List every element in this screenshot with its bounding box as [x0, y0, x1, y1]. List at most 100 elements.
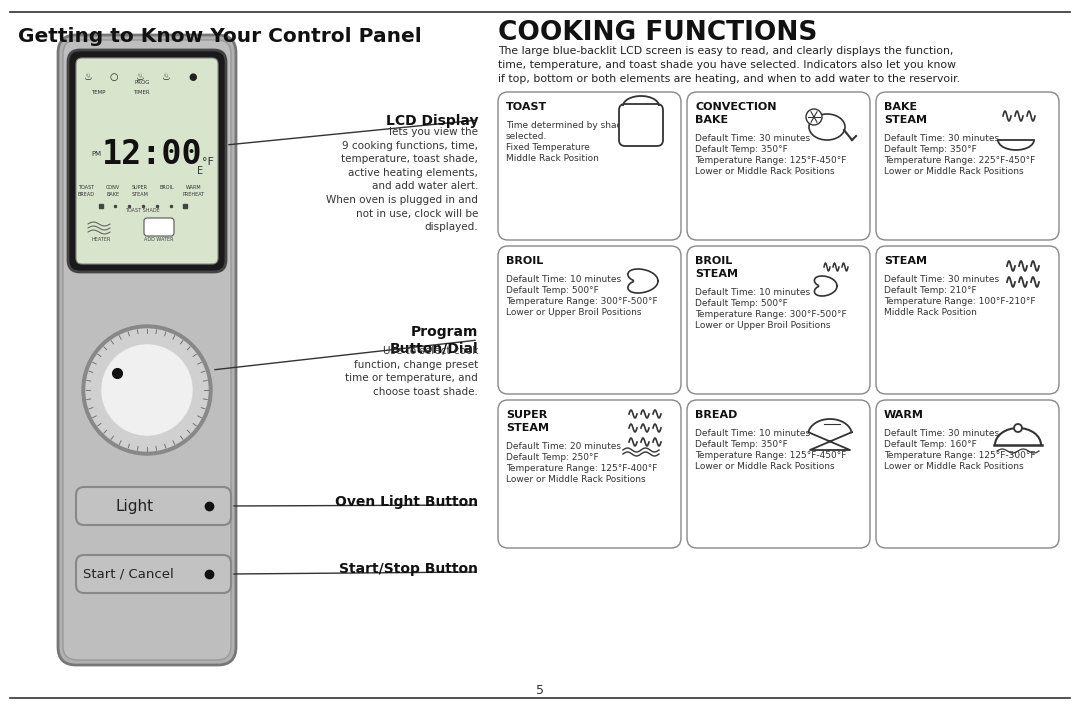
FancyBboxPatch shape: [76, 487, 231, 525]
FancyBboxPatch shape: [687, 92, 870, 240]
Polygon shape: [814, 276, 837, 296]
Text: Default Temp: 500°F: Default Temp: 500°F: [507, 286, 598, 295]
Text: PROG: PROG: [134, 80, 150, 85]
FancyBboxPatch shape: [876, 246, 1059, 394]
Text: ADD WATER: ADD WATER: [145, 237, 174, 242]
FancyBboxPatch shape: [498, 400, 681, 548]
Text: BREAD: BREAD: [696, 410, 738, 420]
Text: lets you view the
9 cooking functions, time,
temperature, toast shade,
active he: lets you view the 9 cooking functions, t…: [326, 127, 478, 232]
Text: TOAST: TOAST: [78, 185, 94, 190]
Text: BROIL: BROIL: [507, 256, 543, 266]
Text: Oven Light Button: Oven Light Button: [335, 495, 478, 509]
Text: Default Temp: 210°F: Default Temp: 210°F: [885, 286, 976, 295]
Text: Lower or Middle Rack Positions: Lower or Middle Rack Positions: [885, 167, 1024, 176]
Text: BAKE: BAKE: [107, 192, 120, 197]
Circle shape: [82, 325, 212, 455]
Text: Lower or Middle Rack Positions: Lower or Middle Rack Positions: [885, 462, 1024, 471]
Text: Default Temp: 250°F: Default Temp: 250°F: [507, 453, 598, 462]
Text: ●: ●: [188, 72, 197, 82]
Text: Lower or Middle Rack Positions: Lower or Middle Rack Positions: [507, 475, 646, 484]
Circle shape: [86, 329, 208, 451]
Text: COOKING FUNCTIONS: COOKING FUNCTIONS: [498, 20, 818, 46]
Text: Default Temp: 350°F: Default Temp: 350°F: [696, 440, 787, 449]
Text: Lower or Upper Broil Positions: Lower or Upper Broil Positions: [696, 321, 831, 330]
Text: Default Time: 30 minutes: Default Time: 30 minutes: [885, 429, 999, 438]
Text: Temperature Range: 125°F-400°F: Temperature Range: 125°F-400°F: [507, 464, 658, 473]
Text: Temperature Range: 125°F-300°F: Temperature Range: 125°F-300°F: [885, 451, 1036, 460]
FancyBboxPatch shape: [58, 35, 237, 665]
FancyBboxPatch shape: [144, 218, 174, 236]
Text: CONVECTION: CONVECTION: [696, 102, 777, 112]
Text: STEAM: STEAM: [885, 115, 927, 125]
Text: Temperature Range: 300°F-500°F: Temperature Range: 300°F-500°F: [696, 310, 847, 319]
Text: Default Time: 30 minutes: Default Time: 30 minutes: [885, 134, 999, 143]
Text: °F: °F: [202, 157, 214, 167]
Text: ♨: ♨: [162, 72, 171, 82]
Text: WARM: WARM: [186, 185, 202, 190]
Text: STEAM: STEAM: [885, 256, 927, 266]
Text: Default Time: 30 minutes: Default Time: 30 minutes: [696, 134, 810, 143]
Text: BROIL: BROIL: [160, 185, 174, 190]
Text: TOAST: TOAST: [507, 102, 548, 112]
Text: Temperature Range: 225°F-450°F: Temperature Range: 225°F-450°F: [885, 156, 1036, 165]
Text: Program
Button/Dial: Program Button/Dial: [390, 325, 478, 355]
Text: BROIL: BROIL: [696, 256, 732, 266]
Text: BREAD: BREAD: [78, 192, 95, 197]
Polygon shape: [808, 419, 852, 450]
Text: The large blue-backlit LCD screen is easy to read, and clearly displays the func: The large blue-backlit LCD screen is eas…: [498, 46, 960, 84]
Text: Temperature Range: 125°F-450°F: Temperature Range: 125°F-450°F: [696, 156, 847, 165]
Circle shape: [1014, 424, 1022, 432]
Text: STEAM: STEAM: [507, 423, 549, 433]
Text: CONV: CONV: [106, 185, 120, 190]
Ellipse shape: [809, 114, 845, 140]
Circle shape: [102, 345, 192, 435]
FancyBboxPatch shape: [687, 400, 870, 548]
Text: PREHEAT: PREHEAT: [183, 192, 205, 197]
Text: BAKE: BAKE: [885, 102, 917, 112]
Text: Middle Rack Position: Middle Rack Position: [507, 154, 599, 163]
Text: ○: ○: [110, 72, 119, 82]
Text: Default Time: 10 minutes: Default Time: 10 minutes: [696, 288, 810, 297]
Text: ♨: ♨: [136, 72, 145, 82]
Text: Default Temp: 350°F: Default Temp: 350°F: [885, 145, 976, 154]
Text: Start / Cancel: Start / Cancel: [83, 567, 174, 580]
Text: Default Time: 20 minutes: Default Time: 20 minutes: [507, 442, 621, 451]
Text: TIMER: TIMER: [133, 90, 149, 95]
Text: Lower or Middle Rack Positions: Lower or Middle Rack Positions: [696, 167, 835, 176]
Text: E: E: [197, 166, 203, 176]
FancyBboxPatch shape: [76, 58, 218, 264]
Text: BAKE: BAKE: [696, 115, 728, 125]
Text: Default Time: 10 minutes: Default Time: 10 minutes: [507, 275, 621, 284]
Text: PM: PM: [91, 151, 102, 157]
FancyBboxPatch shape: [876, 92, 1059, 240]
FancyBboxPatch shape: [498, 92, 681, 240]
Text: Default Temp: 160°F: Default Temp: 160°F: [885, 440, 976, 449]
Text: Middle Rack Position: Middle Rack Position: [885, 308, 977, 317]
Text: Use to select cook
function, change preset
time or temperature, and
choose toast: Use to select cook function, change pres…: [346, 346, 478, 397]
FancyBboxPatch shape: [68, 50, 226, 272]
FancyBboxPatch shape: [876, 400, 1059, 548]
Text: Light: Light: [116, 498, 154, 513]
FancyBboxPatch shape: [498, 246, 681, 394]
FancyBboxPatch shape: [687, 246, 870, 394]
Text: TOAST SHADE: TOAST SHADE: [124, 208, 160, 213]
FancyBboxPatch shape: [619, 104, 663, 146]
Text: Lower or Upper Broil Positions: Lower or Upper Broil Positions: [507, 308, 642, 317]
Text: LCD Display: LCD Display: [386, 114, 478, 128]
Text: Temperature Range: 125°F-450°F: Temperature Range: 125°F-450°F: [696, 451, 847, 460]
Text: Default Temp: 350°F: Default Temp: 350°F: [696, 145, 787, 154]
Text: STEAM: STEAM: [132, 192, 148, 197]
Text: Default Time: 10 minutes: Default Time: 10 minutes: [696, 429, 810, 438]
Text: SUPER: SUPER: [507, 410, 548, 420]
Text: Lower or Middle Rack Positions: Lower or Middle Rack Positions: [696, 462, 835, 471]
Text: Getting to Know Your Control Panel: Getting to Know Your Control Panel: [18, 27, 422, 46]
Text: 12:00: 12:00: [102, 138, 202, 171]
Circle shape: [806, 109, 822, 125]
Text: Default Time: 30 minutes: Default Time: 30 minutes: [885, 275, 999, 284]
Text: SUPER: SUPER: [132, 185, 148, 190]
Text: Time determined by shade: Time determined by shade: [507, 121, 627, 130]
Text: Temperature Range: 300°F-500°F: Temperature Range: 300°F-500°F: [507, 297, 658, 306]
Text: HEATER: HEATER: [92, 237, 110, 242]
Text: ♨: ♨: [84, 72, 93, 82]
Text: 5: 5: [536, 683, 544, 696]
